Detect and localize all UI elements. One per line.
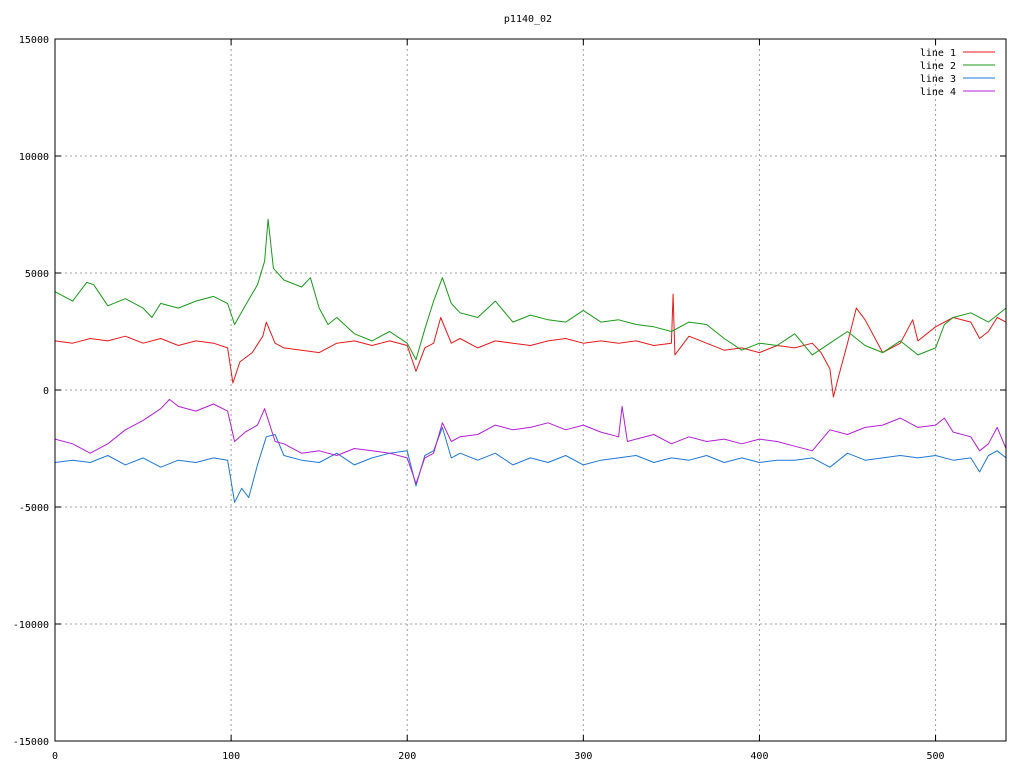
series-line-3 [54, 426, 1007, 503]
x-tick-label: 0 [52, 751, 58, 762]
y-tick-label: 10000 [19, 152, 49, 163]
x-tick-label: 100 [222, 751, 240, 762]
y-tick-label: 5000 [25, 269, 49, 280]
y-tick-label: -10000 [13, 620, 49, 631]
legend-label-3: line 3 [920, 74, 956, 85]
y-tick-label: 0 [43, 386, 49, 397]
series [54, 218, 1007, 503]
plot-frame [54, 38, 1007, 742]
y-tick-label: -5000 [19, 503, 49, 514]
legend-label-1: line 1 [920, 48, 956, 59]
x-tick-label: 400 [750, 751, 768, 762]
grid [55, 39, 1006, 741]
chart-title: p1140_02 [504, 14, 552, 25]
series-line-1 [54, 293, 1007, 398]
y-tick-label: 15000 [19, 35, 49, 46]
x-tick-label: 300 [574, 751, 592, 762]
series-line-4 [54, 398, 1007, 485]
legend-label-2: line 2 [920, 61, 956, 72]
legend-label-4: line 4 [920, 87, 956, 98]
legend: line 1 line 2 line 3 line 4 [920, 48, 995, 98]
y-tick-label: -15000 [13, 737, 49, 748]
x-tick-label: 200 [398, 751, 416, 762]
series-line-2 [54, 218, 1007, 361]
x-tick-label: 500 [927, 751, 945, 762]
